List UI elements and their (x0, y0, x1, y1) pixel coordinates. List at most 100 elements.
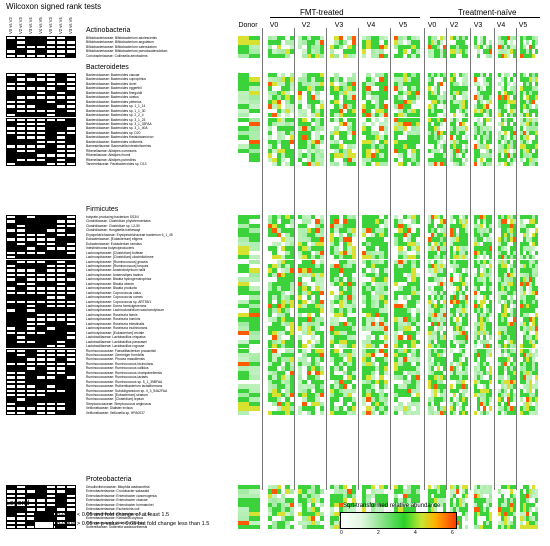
wilcoxon-cell (46, 410, 56, 416)
wilcoxon-cell (56, 232, 66, 238)
wilcoxon-cell (56, 144, 66, 149)
wilcoxon-cell (26, 104, 36, 109)
wilcoxon-cell (16, 237, 26, 242)
wilcoxon-cell (66, 53, 76, 59)
wilcoxon-cell (56, 375, 66, 380)
wilcoxon-cell (66, 219, 76, 224)
wilcoxon-cell (16, 121, 26, 127)
wilcoxon-cell (26, 295, 36, 300)
wilcoxon-cell (6, 49, 16, 54)
wilcoxon-cell (6, 375, 16, 380)
wilcoxon-cell (6, 228, 16, 233)
wilcoxon-cell (16, 393, 26, 398)
wilcoxon-cell (16, 268, 26, 273)
wilcoxon-cell (36, 246, 46, 251)
wilcoxon-cell (26, 126, 36, 131)
wilcoxon-cell (26, 255, 36, 260)
wilcoxon-cell (66, 268, 76, 273)
wilcoxon-cell (26, 375, 36, 380)
heatmap-cell (415, 53, 420, 59)
wilcoxon-cell (6, 344, 16, 349)
wilcoxon-cell (36, 361, 46, 367)
wilcoxon-cell (16, 86, 26, 91)
taxon-label: Bacteroidaceae: Bacteroides sp. 3_1_33FA… (86, 121, 152, 126)
wilcoxon-cell (56, 366, 66, 371)
wilcoxon-cell (46, 357, 56, 362)
wilcoxon-cell (46, 299, 56, 304)
wilcoxon-cell (46, 44, 56, 50)
wilcoxon-cell (56, 401, 66, 407)
wilcoxon-cell (66, 330, 76, 336)
wilcoxon-cell (26, 53, 36, 59)
wilcoxon-cell (36, 139, 46, 145)
wilcoxon-cell (46, 401, 56, 407)
wilcoxon-cell (26, 130, 36, 136)
wilcoxon-cell (16, 162, 26, 167)
wilcoxon-cell (46, 339, 56, 345)
wilcoxon-cell (66, 117, 76, 122)
taxon-label: Lactobacillaceae: Lactobacillus rogosae (86, 344, 145, 349)
wilcoxon-cell (46, 375, 56, 380)
wilcoxon-cell (26, 77, 36, 82)
wilcoxon-cell (36, 321, 46, 327)
wilcoxon-cell (46, 259, 56, 264)
wilcoxon-cell (66, 135, 76, 140)
wilcoxon-cell (26, 410, 36, 416)
taxon-label: Lachnospiraceae: Anaerostipes hadrus (86, 272, 144, 277)
wilcoxon-cell (26, 223, 36, 229)
wilcoxon-cell (46, 86, 56, 91)
wilcoxon-cell (36, 326, 46, 331)
wilcoxon-cell (46, 108, 56, 114)
wilcoxon-cell (16, 299, 26, 304)
wilcoxon-cell (36, 393, 46, 398)
wilcoxon-cell (16, 290, 26, 296)
wilcoxon-cell (6, 99, 16, 105)
wilcoxon-cell (36, 44, 46, 50)
wilcoxon-cell (26, 90, 36, 96)
wilcoxon-cell (26, 401, 36, 407)
wilcoxon-cell (36, 410, 46, 416)
wilcoxon-cell (26, 308, 36, 313)
taxon-label: Lachnospiraceae: [Ruminococcus] torques (86, 263, 149, 268)
wilcoxon-cell (36, 255, 46, 260)
wilcoxon-cell (6, 317, 16, 322)
wilcoxon-cell (46, 99, 56, 105)
wilcoxon-cell (6, 108, 16, 114)
wilcoxon-cell (36, 339, 46, 345)
wilcoxon-cell (66, 232, 76, 238)
wilcoxon-cell (16, 263, 26, 269)
wilcoxon-cell (36, 366, 46, 371)
wilcoxon-cell (26, 304, 36, 309)
heatmap-cell (415, 162, 420, 167)
wilcoxon-cell (46, 36, 56, 41)
wilcoxon-cell (6, 290, 16, 296)
wilcoxon-cell (46, 379, 56, 385)
wilcoxon-cell (26, 299, 36, 304)
taxon-label: Lachnospiraceae: Coprococcus comes (86, 295, 143, 300)
wilcoxon-cell (16, 223, 26, 229)
wilcoxon-cell (16, 308, 26, 313)
wilcoxon-cell (16, 321, 26, 327)
wilcoxon-cell (66, 272, 76, 278)
wilcoxon-cell (46, 130, 56, 136)
taxon-label: Lactobacillaceae: Lactobacillus crispatu… (86, 335, 146, 340)
taxon-label: Lachnospiraceae: Blautia hydrogenotrophi… (86, 277, 152, 282)
wilcoxon-cell (6, 286, 16, 291)
wilcoxon-cell (36, 144, 46, 149)
wilcoxon-cell (26, 113, 36, 118)
wilcoxon-cell (16, 317, 26, 322)
wilcoxon-cell (66, 44, 76, 50)
wilcoxon-cell (16, 375, 26, 380)
taxon-label: Tannerellaceae: Parabacteroides sp. D13 (86, 162, 147, 166)
wilcoxon-cell (56, 237, 66, 242)
wilcoxon-cell (36, 290, 46, 296)
taxon-label: Ruminococcaceae: Subdoligranulum sp. 4_3… (86, 388, 168, 393)
wilcoxon-cell (36, 304, 46, 309)
wilcoxon-cell (6, 330, 16, 336)
wilcoxon-cell (46, 272, 56, 278)
wilcoxon-cell (36, 348, 46, 353)
wilcoxon-cell (6, 339, 16, 345)
wilcoxon-cell (56, 330, 66, 336)
wilcoxon-cell (26, 330, 36, 336)
taxon-label: Bacteroidaceae: Bacteroides plebeius (86, 99, 142, 104)
